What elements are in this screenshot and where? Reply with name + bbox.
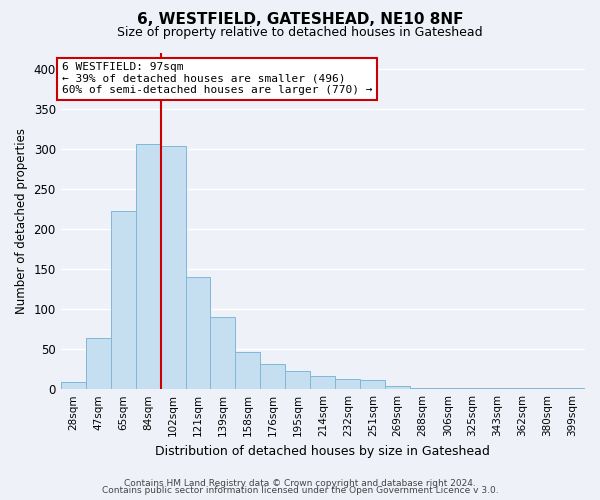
Bar [535, 388, 560, 389]
Bar [211, 317, 235, 389]
Bar [335, 379, 360, 389]
Bar [410, 388, 435, 389]
Bar [286, 370, 310, 389]
Bar [560, 388, 585, 389]
Bar [110, 211, 136, 389]
Bar [161, 146, 185, 389]
Bar [235, 352, 260, 389]
Text: Size of property relative to detached houses in Gateshead: Size of property relative to detached ho… [117, 26, 483, 39]
Bar [360, 380, 385, 389]
Bar [510, 388, 535, 389]
Bar [385, 386, 410, 389]
Bar [61, 382, 86, 389]
Bar [460, 388, 485, 389]
Text: 6 WESTFIELD: 97sqm
← 39% of detached houses are smaller (496)
60% of semi-detach: 6 WESTFIELD: 97sqm ← 39% of detached hou… [62, 62, 373, 96]
Y-axis label: Number of detached properties: Number of detached properties [15, 128, 28, 314]
X-axis label: Distribution of detached houses by size in Gateshead: Distribution of detached houses by size … [155, 444, 490, 458]
Bar [136, 144, 161, 389]
Text: Contains public sector information licensed under the Open Government Licence v : Contains public sector information licen… [101, 486, 499, 495]
Text: Contains HM Land Registry data © Crown copyright and database right 2024.: Contains HM Land Registry data © Crown c… [124, 478, 476, 488]
Bar [185, 277, 211, 389]
Text: 6, WESTFIELD, GATESHEAD, NE10 8NF: 6, WESTFIELD, GATESHEAD, NE10 8NF [137, 12, 463, 28]
Bar [260, 364, 286, 389]
Bar [485, 388, 510, 389]
Bar [86, 338, 110, 389]
Bar [310, 376, 335, 389]
Bar [435, 388, 460, 389]
